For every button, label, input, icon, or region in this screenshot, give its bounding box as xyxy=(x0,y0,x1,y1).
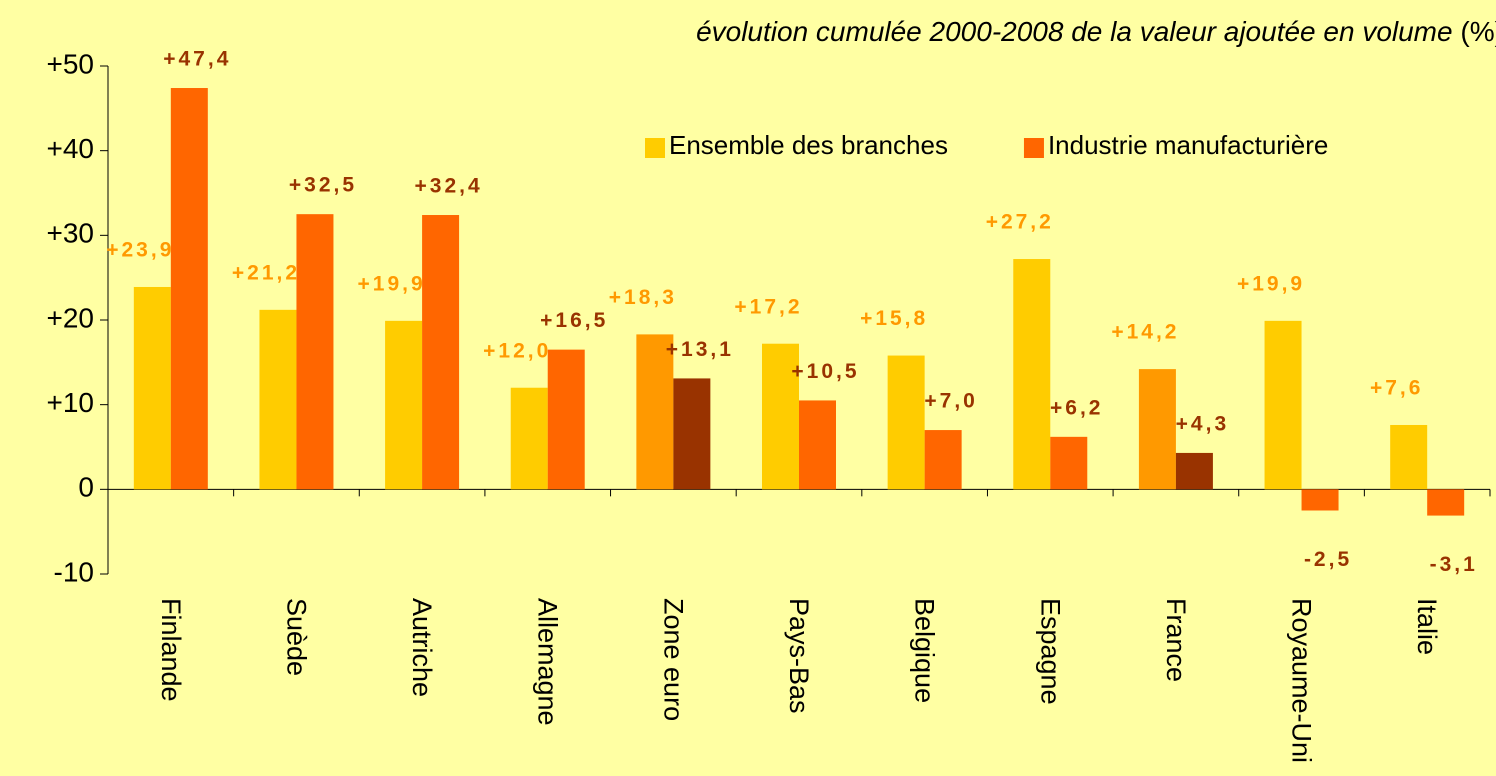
value-label: +10,5 xyxy=(791,360,859,383)
bar xyxy=(385,320,423,490)
y-tick-label: +50 xyxy=(47,48,95,79)
y-tick-label: +20 xyxy=(47,302,95,333)
bar xyxy=(547,349,585,490)
bar xyxy=(170,88,208,490)
value-label: +21,2 xyxy=(232,261,300,284)
value-label: +47,4 xyxy=(163,48,231,71)
value-label: +27,2 xyxy=(986,211,1054,234)
value-label: +23,9 xyxy=(106,239,174,262)
x-tick-label: Finlande xyxy=(155,598,186,702)
bar xyxy=(133,286,171,490)
value-label: +16,5 xyxy=(540,309,608,332)
bar xyxy=(762,343,799,490)
value-label: +6,2 xyxy=(1050,396,1103,419)
value-label: +17,2 xyxy=(734,295,802,318)
bar xyxy=(673,378,711,490)
x-tick-label: Italie xyxy=(1412,598,1443,656)
bar xyxy=(510,387,548,490)
x-tick-label: Autriche xyxy=(407,598,438,698)
bar xyxy=(259,309,297,490)
bar xyxy=(887,355,925,490)
value-label: -2,5 xyxy=(1304,548,1352,571)
value-label: +19,9 xyxy=(1237,272,1305,295)
y-tick-label: 0 xyxy=(78,472,94,503)
chart-title: évolution cumulée 2000-2008 de la valeur… xyxy=(696,16,1496,47)
bar xyxy=(1301,489,1339,511)
y-tick-label: -10 xyxy=(54,556,94,587)
value-label: +32,4 xyxy=(415,175,483,198)
value-label: +13,1 xyxy=(666,338,734,361)
value-label: +12,0 xyxy=(483,339,551,362)
title: évolution cumulée 2000-2008 de la valeur… xyxy=(696,16,1453,47)
bar xyxy=(799,400,836,490)
bar xyxy=(636,334,674,490)
bar xyxy=(422,215,460,490)
x-tick-label: Allemagne xyxy=(532,598,563,726)
legend-label: Ensemble des branches xyxy=(669,130,948,160)
bar xyxy=(1427,489,1465,516)
value-label: +18,3 xyxy=(609,286,677,309)
x-tick-label: France xyxy=(1160,598,1191,683)
bar xyxy=(1175,452,1213,490)
value-label: +19,9 xyxy=(358,272,426,295)
y-tick-label: +30 xyxy=(47,218,95,249)
bar xyxy=(1264,320,1302,490)
x-tick-label: Espagne xyxy=(1035,598,1066,705)
value-label: +7,6 xyxy=(1370,377,1423,400)
bar xyxy=(1050,436,1088,490)
y-tick-label: +10 xyxy=(47,387,95,418)
unit: (%) xyxy=(1460,16,1496,47)
value-label: +15,8 xyxy=(860,307,928,330)
bar xyxy=(1138,369,1176,490)
x-tick-label: Suède xyxy=(281,598,312,677)
value-label: +14,2 xyxy=(1111,321,1179,344)
value-label: +4,3 xyxy=(1176,412,1229,435)
value-label: +7,0 xyxy=(924,390,977,413)
bar xyxy=(1013,259,1051,490)
x-tick-label: Pays-Bas xyxy=(784,598,814,714)
value-label: +32,5 xyxy=(289,174,357,197)
bar xyxy=(924,430,962,490)
legend-label: Industrie manufacturière xyxy=(1048,130,1328,160)
value-label: -3,1 xyxy=(1430,553,1478,576)
bar xyxy=(296,214,334,490)
x-tick-label: Zone euro xyxy=(658,598,689,722)
x-tick-label: Royaume-Uni xyxy=(1286,598,1317,764)
bar xyxy=(1390,424,1428,490)
legend-swatch xyxy=(645,138,665,158)
legend-swatch xyxy=(1023,138,1044,158)
y-tick-label: +40 xyxy=(47,133,95,164)
x-tick-label: Belgique xyxy=(909,598,940,704)
